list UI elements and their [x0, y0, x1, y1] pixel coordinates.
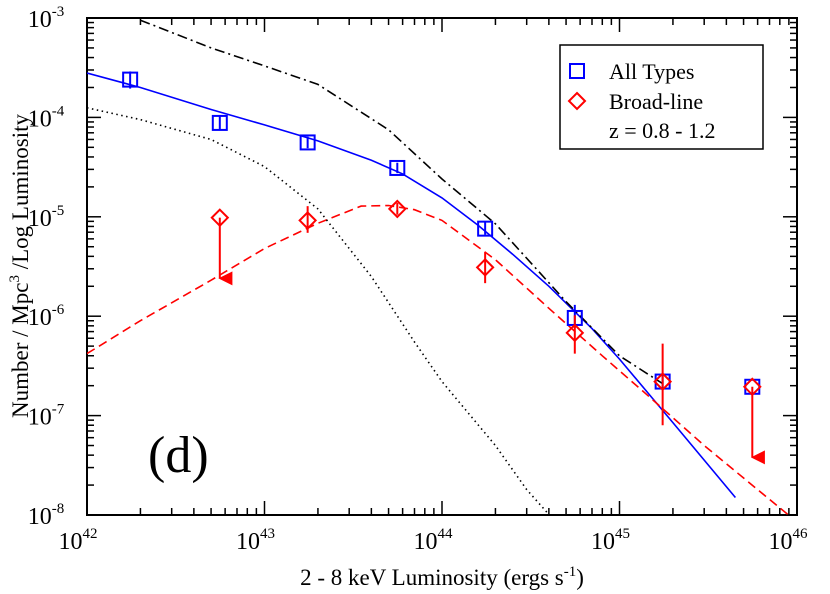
- legend-label-all-types: All Types: [609, 59, 694, 84]
- legend-marker-all-types: [569, 63, 585, 79]
- data-point-all-types: [477, 220, 494, 237]
- x-tick-label: 1044: [414, 526, 454, 555]
- y-tick-label: 10-7: [28, 402, 65, 431]
- legend: All Types Broad-line z = 0.8 - 1.2: [559, 44, 764, 150]
- x-tick-label: 1045: [591, 526, 630, 555]
- y-tick-label: 10-8: [28, 501, 65, 530]
- y-axis-title: Number / Mpc3 /Log Luminosity: [7, 114, 33, 418]
- y-tick-label: 10-3: [28, 4, 65, 33]
- data-point-broad-line: [742, 377, 762, 397]
- data-point-broad-line: [210, 208, 230, 228]
- y-tick-label: 10-4: [28, 103, 65, 132]
- data-point-all-types: [122, 71, 139, 88]
- model-curves: [87, 19, 790, 515]
- x-axis-title: 2 - 8 keV Luminosity (ergs s-1): [300, 564, 584, 590]
- data-point-broad-line: [565, 323, 585, 343]
- y-tick-label: 10-6: [28, 302, 65, 331]
- curve-all-types-fit: [87, 72, 737, 499]
- x-tick-label: 1043: [236, 526, 275, 555]
- data-point-broad-line: [387, 199, 407, 219]
- legend-marker-broad-line: [567, 91, 587, 111]
- curve-broad-line-fit: [87, 204, 790, 515]
- x-tick-label: 1042: [59, 526, 98, 555]
- data-point-all-types: [389, 159, 406, 176]
- data-point-all-types: [299, 134, 316, 151]
- curve-dotted-model: [87, 107, 551, 515]
- data-point-broad-line: [298, 210, 318, 230]
- legend-redshift-note: z = 0.8 - 1.2: [609, 118, 716, 143]
- panel-label: (d): [148, 427, 209, 484]
- x-tick-label: 1046: [769, 526, 809, 555]
- tick-labels: 1042 1043 1044 1045 1046 10-8 10-7 10-6 10-5 10-4…: [28, 4, 808, 555]
- curve-dot-dash-model: [140, 19, 664, 385]
- y-tick-label: 10-5: [28, 203, 65, 232]
- data-point-broad-line: [475, 257, 495, 277]
- axis-ticks: [86, 18, 797, 516]
- legend-box: [559, 44, 764, 150]
- data-markers: [122, 71, 762, 397]
- legend-label-broad-line: Broad-line: [609, 89, 703, 114]
- data-point-broad-line: [653, 372, 673, 391]
- data-point-all-types: [211, 114, 228, 131]
